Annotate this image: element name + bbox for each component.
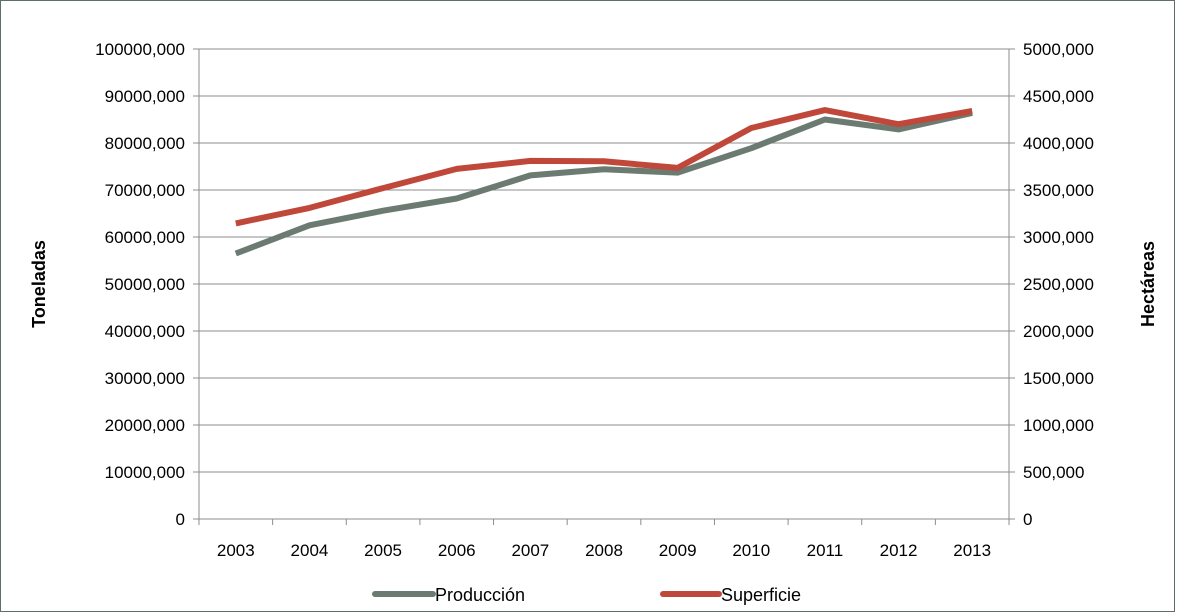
x-tick-label: 2010 — [732, 541, 770, 560]
left-tick-label: 10000,000 — [105, 463, 185, 482]
right-axis-ticks: 0 500,000 1000,000 1500,000 2000,000 2500,000… — [1023, 40, 1094, 529]
axes — [193, 48, 1015, 525]
right-tick-label: 3500,000 — [1023, 181, 1094, 200]
x-tick-label: 2003 — [217, 541, 255, 560]
left-tick-label: 40000,000 — [105, 322, 185, 341]
x-tick-label: 2013 — [953, 541, 991, 560]
right-tick-label: 2000,000 — [1023, 322, 1094, 341]
right-axis-title: Hectáreas — [1138, 241, 1158, 327]
legend: Producción Superficie — [372, 585, 801, 605]
left-tick-label: 100000,000 — [95, 40, 185, 59]
gridlines — [199, 48, 1009, 473]
left-axis-ticks: 0 10000,000 20000,000 30000,000 40000,000 500… — [95, 40, 185, 529]
right-tick-label: 3000,000 — [1023, 228, 1094, 247]
right-tick-label: 1500,000 — [1023, 369, 1094, 388]
x-tick-label: 2009 — [659, 541, 697, 560]
left-tick-label: 60000,000 — [105, 228, 185, 247]
right-tick-label: 5000,000 — [1023, 40, 1094, 59]
right-tick-label: 1000,000 — [1023, 416, 1094, 435]
right-tick-label: 4500,000 — [1023, 87, 1094, 106]
right-tick-label: 0 — [1023, 510, 1032, 529]
x-tick-label: 2008 — [585, 541, 623, 560]
legend-label: Superficie — [721, 585, 801, 605]
x-tick-label: 2007 — [511, 541, 549, 560]
x-tick-label: 2005 — [364, 541, 402, 560]
x-tick-label: 2006 — [438, 541, 476, 560]
left-tick-label: 20000,000 — [105, 416, 185, 435]
series-line-superficie — [235, 107, 973, 227]
x-tick-label: 2011 — [807, 541, 844, 560]
left-tick-label: 30000,000 — [105, 369, 185, 388]
left-tick-label: 0 — [176, 510, 185, 529]
series-line-producción — [234, 109, 973, 257]
right-tick-label: 500,000 — [1023, 463, 1084, 482]
series-lines — [234, 107, 973, 257]
x-axis-ticks: 2003 2004 2005 2006 2007 2008 2009 2010 2011 2012… — [217, 541, 991, 560]
left-tick-label: 70000,000 — [105, 181, 185, 200]
left-tick-label: 80000,000 — [105, 134, 185, 153]
left-tick-label: 90000,000 — [105, 87, 185, 106]
left-tick-label: 50000,000 — [105, 275, 185, 294]
right-tick-label: 2500,000 — [1023, 275, 1094, 294]
x-tick-label: 2004 — [291, 541, 329, 560]
right-tick-label: 4000,000 — [1023, 134, 1094, 153]
left-axis-title: Toneladas — [29, 240, 49, 328]
legend-label: Producción — [435, 585, 525, 605]
x-tick-label: 2012 — [880, 541, 918, 560]
